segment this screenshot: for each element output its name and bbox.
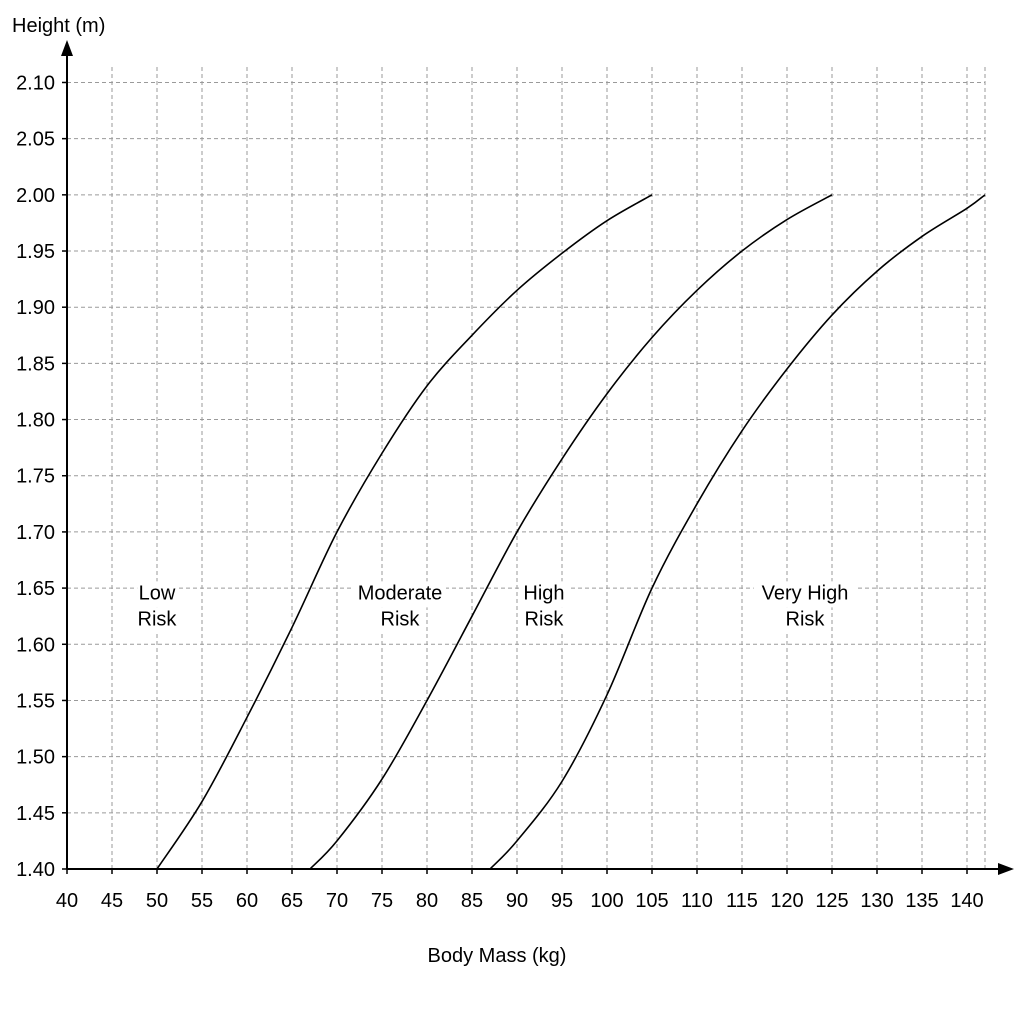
region-label-background (519, 581, 569, 608)
axes (61, 40, 1014, 875)
region-label-line: Risk (786, 608, 826, 630)
x-tick-label: 85 (461, 890, 483, 912)
region-label-background (137, 581, 177, 608)
region-label-line: Low (139, 582, 176, 604)
region-label: Moderate Risk (354, 581, 446, 634)
region-label-background (753, 581, 857, 608)
y-tick-label: 2.00 (16, 185, 55, 207)
region-label-line: Risk (525, 608, 565, 630)
region-label-background (375, 607, 425, 634)
y-tick-label: 1.65 (16, 578, 55, 600)
curve-1 (156, 194, 653, 870)
curve-3 (489, 194, 986, 870)
x-tick-label: 80 (416, 890, 438, 912)
region-label-line: Risk (138, 608, 178, 630)
y-axis-arrow-icon (61, 40, 73, 56)
y-tick-label: 2.10 (16, 72, 55, 94)
y-tick-label: 2.05 (16, 129, 55, 151)
x-tick-label: 75 (371, 890, 393, 912)
x-tick-label: 65 (281, 890, 303, 912)
region-label: Low Risk (132, 581, 182, 634)
x-tick-label: 115 (726, 890, 758, 912)
x-tick-label: 40 (56, 890, 78, 912)
region-label-line: High (523, 582, 564, 604)
region-label: Very High Risk (753, 581, 857, 634)
x-tick-label: 45 (101, 890, 123, 912)
region-label-line: Moderate (358, 582, 443, 604)
x-tick-label: 60 (236, 890, 258, 912)
x-tick-label: 105 (635, 890, 668, 912)
curves (156, 194, 986, 870)
y-tick-label: 1.80 (16, 410, 55, 432)
x-tick-label: 95 (551, 890, 573, 912)
x-tick-label: 50 (146, 890, 168, 912)
y-tick-label: 1.85 (16, 353, 55, 375)
y-tick-label: 1.70 (16, 522, 55, 544)
region-label: High Risk (519, 581, 569, 634)
region-label-line: Very High (762, 582, 849, 604)
region-label-background (519, 607, 569, 634)
x-tick-label: 100 (590, 890, 623, 912)
y-tick-label: 1.75 (16, 466, 55, 488)
curve-2 (309, 194, 833, 870)
region-label-background (132, 607, 182, 634)
x-tick-label: 90 (506, 890, 528, 912)
x-axis-title: Body Mass (kg) (428, 945, 567, 967)
x-tick-label: 130 (860, 890, 893, 912)
y-tick-label: 1.90 (16, 297, 55, 319)
y-axis-title: Height (m) (12, 15, 105, 37)
x-tick-label: 125 (815, 890, 848, 912)
region-label-background (354, 581, 446, 608)
x-tick-label: 140 (950, 890, 983, 912)
x-tick-label: 110 (681, 890, 713, 912)
region-labels: Low Risk Moderate Risk High Risk Very High Risk (132, 581, 857, 634)
grid (67, 64, 986, 869)
y-tick-label: 1.50 (16, 747, 55, 769)
x-tick-label: 70 (326, 890, 348, 912)
x-axis-arrow-icon (998, 863, 1014, 875)
region-label-background (780, 607, 830, 634)
x-tick-label: 120 (770, 890, 803, 912)
x-tick-label: 55 (191, 890, 213, 912)
y-tick-label: 1.45 (16, 803, 55, 825)
tick-labels: 40 45 50 55 60 65 70 75 80 85 90 95 100 105 110 115 120 1… (16, 72, 984, 912)
y-tick-label: 1.40 (16, 859, 55, 881)
y-tick-label: 1.55 (16, 690, 55, 712)
region-label-line: Risk (381, 608, 421, 630)
x-tick-label: 135 (905, 890, 938, 912)
y-tick-label: 1.95 (16, 241, 55, 263)
y-tick-label: 1.60 (16, 634, 55, 656)
